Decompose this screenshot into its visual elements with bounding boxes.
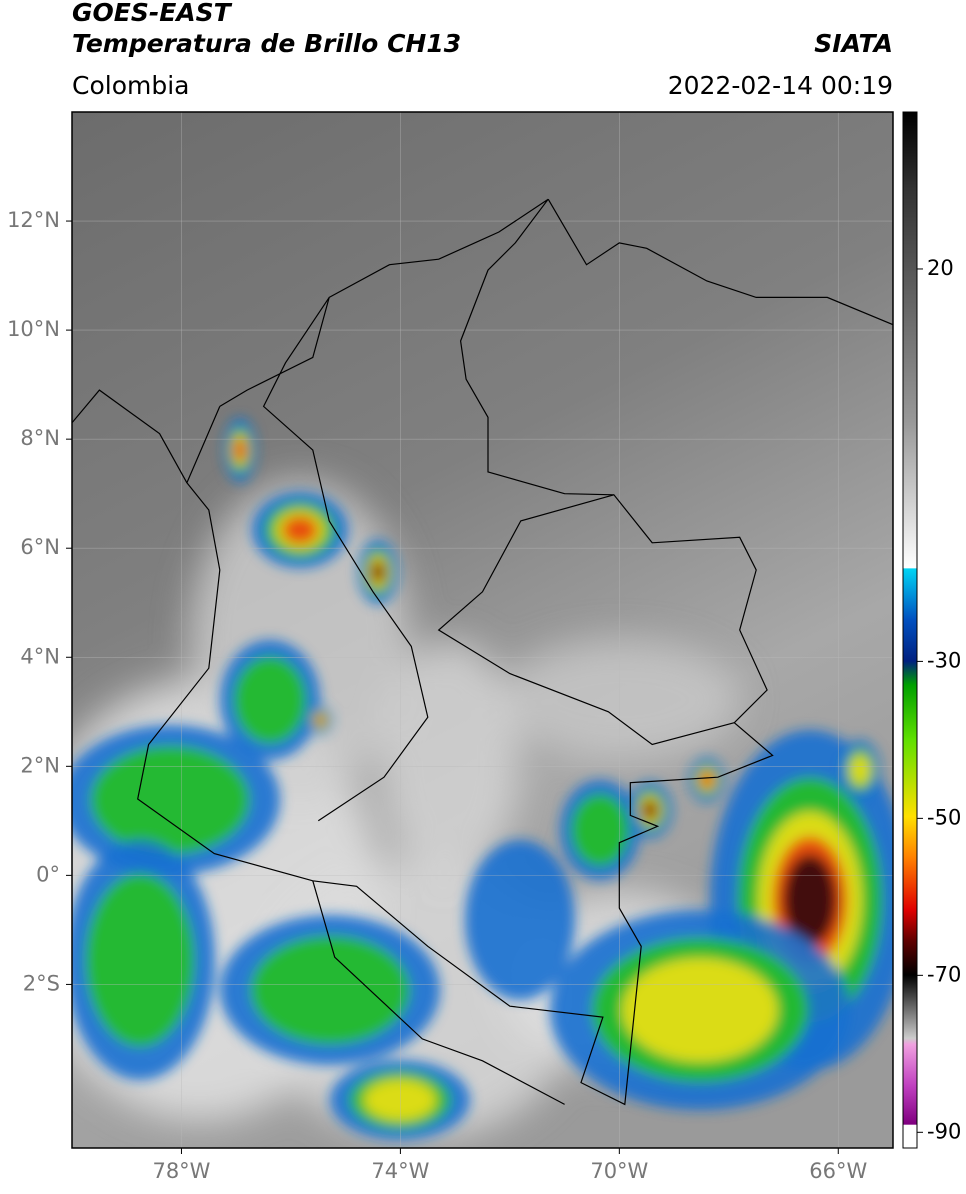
border-line [262, 297, 429, 822]
cloud [500, 640, 740, 760]
lat-tick-label: 12°N [7, 208, 60, 232]
colorbar-tick-label: -30 [927, 648, 961, 672]
lat-tick-label: 0° [36, 862, 60, 886]
storm-cell [700, 771, 714, 789]
colorbar [902, 111, 918, 1149]
colorbar-tick-label: -50 [927, 805, 961, 829]
storm-cell [282, 515, 318, 545]
map-frame [71, 111, 894, 1149]
storm-cell [363, 1079, 437, 1121]
axes: 78°W 74°W 70°W 66°W 12°N 10°N 8°N 6°N 4°N 2°N 0° 2°… [7, 208, 961, 1183]
lat-tick-label: 4°N [20, 644, 60, 668]
lat-tick-label: 6°N [20, 535, 60, 559]
lon-tick-label: 78°W [152, 1159, 210, 1183]
border-line [437, 494, 735, 746]
title-line2: Temperatura de Brillo CH13 [72, 29, 461, 58]
lat-tick-label: 2°S [23, 971, 60, 995]
storm-cell [234, 656, 306, 744]
storm-cell [622, 958, 778, 1062]
storm-cell [372, 563, 384, 581]
title-line1: GOES-EAST [72, 0, 233, 27]
region: Colombia [72, 71, 189, 100]
storm-cell [849, 754, 871, 786]
storm-cell [234, 438, 246, 462]
lat-tick-label: 10°N [7, 317, 60, 341]
lon-tick-label: 66°W [809, 1159, 867, 1183]
storm-cell [86, 873, 194, 1047]
grid [72, 112, 893, 1148]
border-line [312, 880, 565, 1105]
lon-tick-label: 74°W [371, 1159, 429, 1183]
storm-cell [90, 746, 250, 854]
colorbar-tick-label: 20 [927, 256, 954, 280]
storm-layer [72, 418, 893, 1140]
borders [72, 198, 893, 1106]
storm-cell [315, 714, 325, 726]
lat-tick-label: 2°N [20, 753, 60, 777]
colorbar-tick-label: -70 [927, 962, 961, 986]
source: SIATA [814, 29, 893, 58]
datetime: 2022-02-14 00:19 [668, 71, 893, 100]
lat-tick-label: 8°N [20, 426, 60, 450]
cloud [380, 640, 520, 880]
border-line [72, 389, 188, 484]
map-image [72, 112, 893, 1148]
storm-cell [783, 854, 837, 946]
storm-cell [571, 794, 629, 866]
lon-tick-label: 70°W [590, 1159, 648, 1183]
storm-cell [250, 936, 410, 1044]
storm-cell [644, 802, 656, 818]
border-line [137, 198, 774, 1106]
colorbar-tick-label: -90 [927, 1119, 961, 1143]
storm-cell [465, 840, 575, 1000]
border-line [547, 198, 893, 326]
